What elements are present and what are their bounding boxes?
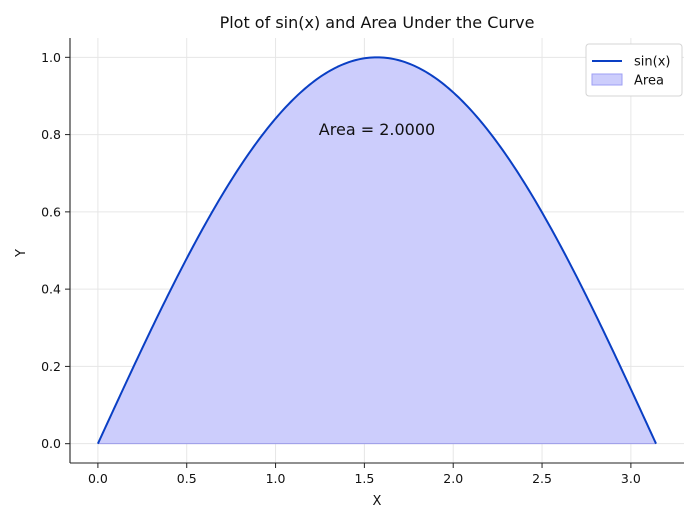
- legend: sin(x) Area: [585, 43, 683, 97]
- y-axis-label: Y: [14, 249, 29, 258]
- x-tick-label: 1.5: [354, 471, 374, 486]
- area-layer: [97, 57, 657, 445]
- y-tick-label: 0.0: [41, 436, 61, 451]
- sin-curve: [96, 56, 657, 445]
- x-tick-label: 2.5: [532, 471, 552, 486]
- y-tick-label: 0.6: [41, 204, 61, 219]
- area-fill: [97, 57, 657, 444]
- x-tick-label: 3.0: [621, 471, 641, 486]
- ticks: 0.0 0.5 1.0 1.5 2.0 2.5 3.0 0.0 0.2 0.4 0.6 0.8 1.0: [41, 50, 641, 486]
- y-tick-label: 1.0: [41, 50, 61, 65]
- x-tick-label: 2.0: [443, 471, 463, 486]
- x-tick-label: 0.5: [177, 471, 197, 486]
- y-tick-label: 0.4: [41, 282, 61, 297]
- y-tick-label: 0.8: [41, 127, 61, 142]
- area-annotation: Area = 2.0000: [319, 120, 435, 139]
- line-layer: [96, 56, 657, 445]
- legend-label-area: Area: [634, 74, 664, 89]
- x-tick-label: 1.0: [266, 471, 286, 486]
- legend-label-sin: sin(x): [634, 55, 670, 70]
- x-axis-label: X: [373, 494, 382, 509]
- legend-area-swatch: [591, 73, 623, 86]
- x-tick-label: 0.0: [88, 471, 108, 486]
- y-tick-label: 0.2: [41, 359, 61, 374]
- axes: [69, 38, 684, 464]
- chart-title: Plot of sin(x) and Area Under the Curve: [220, 13, 535, 32]
